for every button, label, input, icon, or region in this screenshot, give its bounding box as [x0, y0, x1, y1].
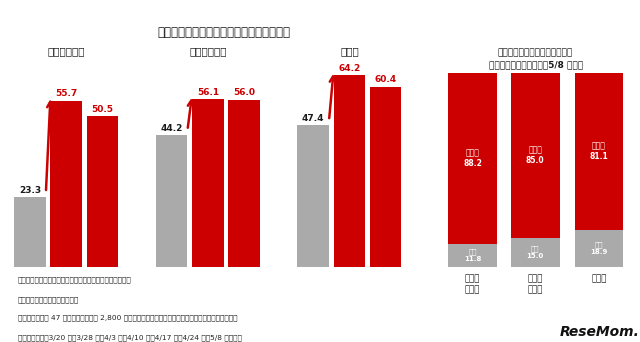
Bar — [448, 244, 497, 267]
Bar — [448, 73, 497, 244]
Text: 中学生: 中学生 — [591, 275, 607, 284]
Bar — [51, 101, 82, 267]
Text: 学校でデジタルデバイスで行う: 学校でデジタルデバイスで行う — [498, 49, 573, 57]
Bar — [192, 100, 223, 267]
Bar — [370, 87, 401, 267]
Text: 60.4: 60.4 — [374, 75, 397, 84]
Bar — [156, 135, 188, 267]
Text: 調査名：親子の生活における新型コロナウイルス影響調査: 調査名：親子の生活における新型コロナウイルス影響調査 — [18, 276, 132, 282]
Text: いいえ
85.0: いいえ 85.0 — [526, 146, 545, 165]
Text: 56.1: 56.1 — [196, 88, 219, 97]
Bar — [575, 230, 623, 267]
Text: 小学校高学年: 小学校高学年 — [189, 47, 227, 56]
Text: 47.4: 47.4 — [302, 114, 324, 123]
Text: ReseMom.: ReseMom. — [560, 325, 640, 339]
Text: 調査実施時期：3/20 頃、3/28 頃、4/3 頃、4/10 頃、4/17 頃、4/24 頃、5/8 頃に実施: 調査実施時期：3/20 頃、3/28 頃、4/3 頃、4/10 頃、4/17 頃… — [18, 335, 242, 341]
Text: はい
18.9: はい 18.9 — [590, 242, 607, 255]
Bar — [333, 75, 365, 267]
Text: 調査対象：全国 47 都道府県在住の約 2,800 世帯（幼稚園の年中～高校３年生のお子さまがいる世帯）: 調査対象：全国 47 都道府県在住の約 2,800 世帯（幼稚園の年中～高校３年… — [18, 315, 237, 321]
Bar — [298, 126, 329, 267]
Text: 学習や宿題が出された（5/8 現在）: 学習や宿題が出された（5/8 現在） — [488, 60, 582, 69]
Bar — [14, 197, 46, 267]
Bar — [228, 100, 260, 267]
Text: はい
15.0: はい 15.0 — [527, 246, 544, 259]
Text: いいえ
81.1: いいえ 81.1 — [589, 142, 609, 161]
Text: 50.5: 50.5 — [92, 105, 113, 114]
Text: 小学校
高学年: 小学校 高学年 — [527, 275, 543, 294]
Text: 中学生: 中学生 — [340, 47, 359, 56]
Text: 調査形式：インターネット調査: 調査形式：インターネット調査 — [18, 296, 79, 303]
Text: 23.3: 23.3 — [19, 186, 41, 195]
Text: 小学校低学年: 小学校低学年 — [47, 47, 85, 56]
Bar — [87, 116, 118, 267]
Bar — [575, 73, 623, 230]
Text: 56.0: 56.0 — [233, 89, 255, 97]
Bar — [511, 73, 559, 238]
Text: 小学校
低学年: 小学校 低学年 — [465, 275, 480, 294]
Text: 「学校の勉強に遅れてしまう」ことが不安: 「学校の勉強に遅れてしまう」ことが不安 — [157, 26, 290, 39]
Text: 64.2: 64.2 — [339, 64, 360, 73]
Text: 44.2: 44.2 — [161, 123, 183, 133]
Bar — [511, 238, 559, 267]
Text: はい
11.8: はい 11.8 — [464, 249, 481, 262]
Text: いいえ
88.2: いいえ 88.2 — [463, 149, 482, 168]
Text: 55.7: 55.7 — [55, 89, 77, 98]
